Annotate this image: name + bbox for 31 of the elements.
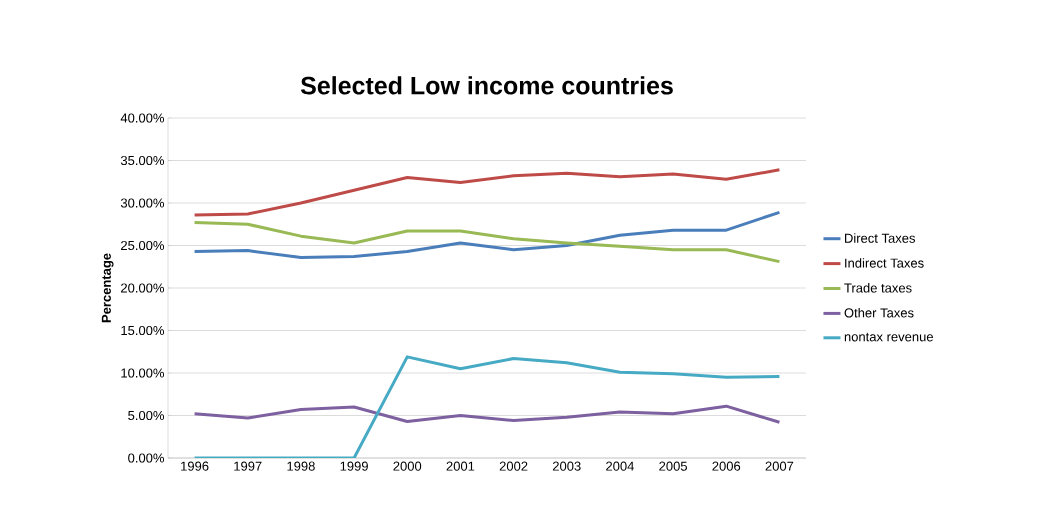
- y-tick-label: 20.00%: [121, 283, 165, 293]
- y-tick-label: 10.00%: [121, 368, 165, 378]
- legend-label: Trade taxes: [844, 283, 912, 293]
- y-tick-label: 5.00%: [128, 410, 165, 421]
- legend-label: Other Taxes: [844, 307, 914, 318]
- legend-label: nontax revenue: [844, 332, 933, 342]
- line-series: [193, 210, 781, 259]
- x-tick-label: 2001: [446, 461, 475, 471]
- x-tick-label: 2003: [552, 461, 581, 471]
- x-tick-label: 2004: [606, 461, 634, 471]
- y-tick-label: 40.00%: [120, 113, 165, 123]
- y-axis-title: Percentage: [101, 253, 114, 323]
- x-tick-label: 2006: [712, 461, 741, 471]
- x-tick-label: 2002: [499, 461, 528, 471]
- y-tick-label: 0.00%: [128, 453, 165, 463]
- y-tick-label: 15.00%: [121, 325, 165, 336]
- x-tick-label: 1997: [234, 461, 262, 471]
- line-series: [193, 404, 781, 424]
- x-tick-label: 1996: [181, 461, 209, 471]
- x-tick-label: 1998: [287, 461, 315, 471]
- x-tick-label: 2007: [765, 461, 794, 471]
- line-series: [193, 221, 781, 264]
- y-tick-label: 30.00%: [120, 198, 165, 208]
- x-tick-label: 2000: [393, 461, 422, 471]
- y-tick-label: 35.00%: [120, 155, 165, 166]
- x-tick-label: 2005: [659, 461, 687, 471]
- y-tick-label: 25.00%: [121, 240, 165, 251]
- legend-label: Direct Taxes: [845, 233, 915, 243]
- chart-title: Selected Low income countries: [300, 76, 673, 95]
- x-tick-label: 1999: [340, 461, 368, 471]
- legend-label: Indirect Taxes: [845, 258, 924, 268]
